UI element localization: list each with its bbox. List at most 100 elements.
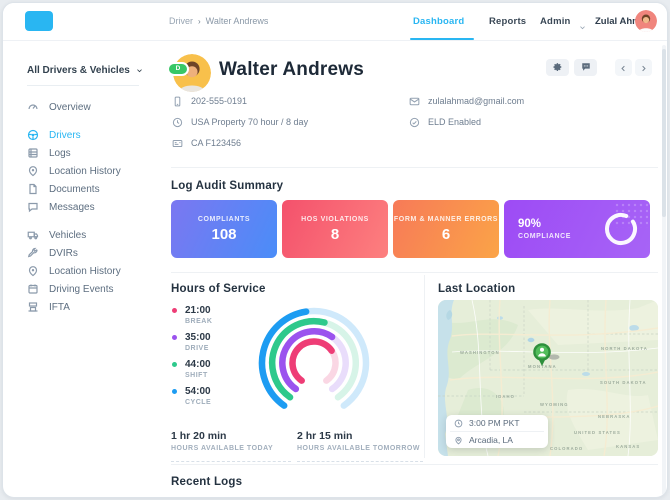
location-time-value: 3:00 PM PKT: [469, 418, 520, 428]
eld-status: ELD Enabled: [409, 116, 481, 128]
driver-avatar[interactable]: D: [167, 54, 211, 92]
wrench-icon: [27, 247, 39, 259]
location-time-row: 3:00 PM PKT: [446, 415, 548, 431]
previous-driver-button[interactable]: [615, 59, 632, 76]
id-card-icon: [172, 138, 183, 149]
clock-icon: [454, 419, 463, 428]
card-form-manner-errors[interactable]: FORM & MANNER ERRORS 6: [393, 200, 499, 258]
sidebar-item-label: Driving Events: [49, 283, 114, 295]
location-place-row: Arcadia, LA: [446, 432, 548, 448]
user-avatar[interactable]: [635, 10, 657, 32]
mail-icon: [409, 96, 420, 107]
map-label: MONTANA: [528, 364, 557, 369]
card-hos-violations[interactable]: HOS VIOLATIONS 8: [282, 200, 388, 258]
map-pin-icon: [27, 265, 39, 277]
map-marker-icon[interactable]: [533, 343, 560, 366]
tab-dashboard[interactable]: Dashboard: [413, 16, 465, 27]
chat-bubble-icon: [27, 201, 39, 213]
sidebar-item-documents[interactable]: Documents: [27, 182, 100, 196]
legend-dot: [172, 389, 177, 394]
card-value: 108: [211, 225, 237, 243]
steering-wheel-icon: [27, 129, 39, 141]
stat-hours-available-today: 1 hr 20 min HOURS AVAILABLE TODAY: [171, 430, 291, 462]
section-title-last-location: Last Location: [438, 283, 516, 295]
fuel-report-icon: [27, 301, 39, 313]
sidebar-item-overview[interactable]: Overview: [27, 100, 91, 114]
driver-license-value: CA F123456: [191, 138, 242, 148]
app-logo[interactable]: [25, 11, 53, 31]
hours-of-service-gauge: [249, 299, 379, 426]
sidebar-item-location-history-driver[interactable]: Location History: [27, 164, 121, 178]
map-label: COLORADO: [550, 446, 583, 451]
message-button[interactable]: [574, 59, 597, 76]
stat-label: HOURS AVAILABLE TOMORROW: [297, 445, 420, 452]
sidebar-item-driving-events[interactable]: Driving Events: [27, 282, 113, 296]
sidebar-item-dvirs[interactable]: DVIRs: [27, 246, 78, 260]
sidebar-item-label: DVIRs: [49, 247, 78, 259]
stat-label: HOURS AVAILABLE TODAY: [171, 445, 274, 452]
location-info-card: 3:00 PM PKT Arcadia, LA: [446, 415, 548, 448]
driver-license: CA F123456: [172, 137, 241, 149]
breadcrumb: Driver › Walter Andrews: [169, 16, 268, 26]
driver-ruleset: USA Property 70 hour / 8 day: [172, 116, 308, 128]
legend-label: BREAK: [185, 318, 213, 325]
sidebar-item-logs[interactable]: Logs: [27, 146, 71, 160]
legend-item-shift: 44:00 SHIFT: [172, 359, 242, 379]
fleet-filter-dropdown[interactable]: All Drivers & Vehicles: [27, 65, 143, 76]
sidebar-item-location-history-vehicle[interactable]: Location History: [27, 264, 121, 278]
card-value: 8: [330, 225, 340, 243]
sidebar-item-label: Messages: [49, 201, 95, 213]
sidebar-item-vehicles[interactable]: Vehicles: [27, 228, 86, 242]
map-pin-icon: [454, 436, 463, 445]
scrollbar[interactable]: [662, 45, 666, 495]
tab-admin[interactable]: Admin: [540, 16, 571, 27]
legend-item-break: 21:00 BREAK: [172, 305, 242, 325]
legend-item-cycle: 54:00 CYCLE: [172, 386, 242, 406]
map-label: KANSAS: [616, 444, 640, 449]
next-driver-button[interactable]: [635, 59, 652, 76]
legend-label: DRIVE: [185, 345, 209, 352]
breadcrumb-separator-icon: ›: [198, 16, 201, 26]
gear-icon: [552, 59, 563, 77]
legend-dot: [172, 308, 177, 313]
section-title-log-audit: Log Audit Summary: [171, 180, 284, 192]
truck-icon: [27, 229, 39, 241]
scrollbar-thumb[interactable]: [662, 49, 666, 217]
page-title: Walter Andrews: [219, 59, 364, 80]
legend-value: 44:00: [185, 359, 211, 370]
legend-label: SHIFT: [185, 372, 208, 379]
card-compliance[interactable]: 90% COMPLIANCE: [504, 200, 650, 258]
clock-icon: [172, 117, 183, 128]
user-name[interactable]: Zulal Ahmad: [595, 16, 652, 27]
breadcrumb-current: Walter Andrews: [205, 16, 269, 26]
card-label: FORM & MANNER ERRORS: [393, 215, 499, 223]
divider: [450, 431, 544, 432]
location-place-value: Arcadia, LA: [469, 435, 513, 445]
breadcrumb-section[interactable]: Driver: [169, 16, 193, 26]
tab-reports[interactable]: Reports: [489, 16, 527, 27]
chevron-down-icon[interactable]: [579, 18, 586, 36]
sidebar-item-messages[interactable]: Messages: [27, 200, 95, 214]
map[interactable]: WASHINGTON MONTANA NORTH DAKOTA SOUTH DA…: [438, 300, 658, 456]
sidebar-item-ifta[interactable]: IFTA: [27, 300, 70, 314]
settings-button[interactable]: [546, 59, 569, 76]
divider: [424, 275, 425, 458]
map-label: IDAHO: [496, 394, 515, 399]
divider: [171, 167, 658, 168]
map-label: WYOMING: [540, 402, 569, 407]
sidebar-item-drivers[interactable]: Drivers: [27, 128, 81, 142]
sidebar-item-label: Overview: [49, 101, 91, 113]
card-value: 6: [441, 225, 451, 243]
driver-ruleset-value: USA Property 70 hour / 8 day: [191, 117, 309, 127]
map-pin-icon: [27, 165, 39, 177]
sidebar-item-label: Drivers: [49, 129, 81, 141]
chat-bubble-icon: [581, 59, 591, 77]
stat-hours-available-tomorrow: 2 hr 15 min HOURS AVAILABLE TOMORROW: [297, 430, 423, 462]
list-icon: [27, 147, 39, 159]
map-label: NORTH DAKOTA: [601, 346, 648, 351]
fleet-filter-label: All Drivers & Vehicles: [27, 65, 130, 76]
chevron-left-icon: [620, 59, 627, 77]
card-compliants[interactable]: COMPLIANTS 108: [171, 200, 277, 258]
legend-dot: [172, 335, 177, 340]
